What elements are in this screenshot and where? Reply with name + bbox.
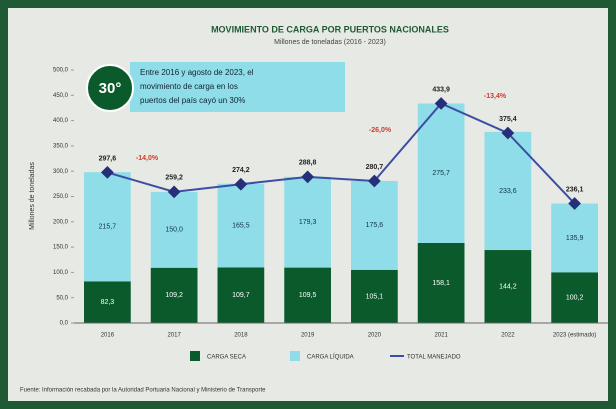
y-tick-label: 250,0 (53, 194, 69, 200)
bar-segment (150, 191, 198, 268)
line-label: 259,2 (165, 175, 183, 182)
bar-segment (84, 172, 131, 282)
y-tick-label: 150,0 (53, 245, 69, 251)
line-marker (501, 126, 515, 140)
legend-label: TOTAL MANEJADO (407, 355, 461, 361)
x-tick-label: 2016 (101, 333, 115, 339)
line-label: 280,7 (366, 164, 384, 171)
y-tick-label: 500,0 (53, 68, 69, 74)
callout-text: puertos del país cayó un 30% (140, 96, 245, 105)
line-marker (301, 170, 314, 184)
bar-segment (551, 272, 598, 323)
callout-badge-circle (86, 64, 134, 112)
data-label: 275,7 (432, 170, 450, 177)
y-tick-label: 100,0 (53, 270, 69, 276)
x-tick-label: 2022 (501, 333, 515, 339)
x-tick-label: 2018 (234, 333, 248, 339)
data-label: 175,6 (366, 222, 384, 229)
x-tick-label: 2019 (301, 333, 315, 339)
data-label: 215,7 (99, 224, 117, 231)
line-label: 236,1 (566, 186, 584, 193)
bar-segment (417, 243, 465, 323)
y-tick-label: 50,0 (56, 295, 68, 301)
bar-segment (551, 203, 598, 273)
bar-segment (217, 183, 265, 268)
chart-subtitle: Millones de toneladas (2016 - 2023) (274, 39, 386, 46)
bar-segment (217, 267, 265, 323)
change-annotation: -13,4% (484, 93, 507, 100)
y-axis-label: Millones de toneladas (29, 162, 36, 230)
data-label: 158,1 (432, 280, 450, 287)
chart-title: MOVIMIENTO DE CARGA POR PUERTOS NACIONAL… (211, 24, 449, 34)
y-tick-label: 0,0 (60, 321, 69, 327)
source: Fuente: Información recabada por la Auto… (20, 388, 266, 394)
y-tick-label: 400,0 (53, 118, 69, 124)
data-label: 82,3 (101, 299, 115, 306)
line-marker (234, 177, 248, 191)
bar-segment (351, 269, 398, 323)
line-marker (167, 185, 181, 199)
data-label: 179,3 (299, 219, 317, 226)
change-annotation: -14,0% (136, 155, 159, 162)
data-label: 109,5 (299, 292, 317, 299)
y-tick-label: 300,0 (53, 169, 69, 175)
line-label: 297,6 (99, 155, 117, 162)
data-label: 233,6 (499, 188, 517, 195)
data-label: 100,2 (566, 294, 584, 301)
line-label: 288,8 (299, 160, 317, 167)
callout-box (130, 62, 345, 112)
x-tick-label: 2017 (167, 333, 181, 339)
bar-segment (484, 131, 532, 251)
data-label: 144,2 (499, 283, 517, 290)
bar-segment (284, 267, 331, 323)
line-label: 375,4 (499, 116, 517, 123)
callout-badge: 30° (99, 80, 122, 97)
bar-segment (351, 180, 398, 270)
change-annotation: -26,0% (369, 127, 392, 134)
callout-text: Entre 2016 y agosto de 2023, el (140, 68, 254, 77)
data-label: 165,5 (232, 222, 250, 229)
line-label: 274,2 (232, 167, 250, 174)
data-label: 109,2 (165, 292, 183, 299)
total-line (107, 102, 576, 205)
x-tick-label: 2023 (estimado) (553, 333, 596, 339)
x-tick-label: 2021 (434, 333, 448, 339)
y-tick-label: 450,0 (53, 93, 69, 99)
data-label: 150,0 (165, 227, 183, 234)
line-marker (101, 166, 114, 179)
x-tick-label: 2020 (368, 333, 382, 339)
data-label: 109,7 (232, 292, 250, 299)
legend-swatch (190, 351, 200, 361)
bar-segment (284, 176, 331, 268)
callout-text: movimiento de carga en los (140, 82, 238, 91)
line-marker (368, 174, 381, 188)
y-tick-label: 200,0 (53, 219, 69, 225)
bar-segment (417, 103, 465, 244)
bar-segment (150, 267, 198, 323)
legend-swatch (290, 351, 300, 361)
line-marker (434, 97, 448, 110)
line-label: 433,9 (432, 86, 450, 93)
data-label: 105,1 (366, 293, 384, 300)
y-tick-label: 350,0 (53, 143, 69, 149)
bar-segment (484, 250, 532, 323)
bar-segment (84, 281, 131, 323)
legend-label: CARGA SECA (207, 355, 246, 361)
legend-label: CARGA LÍQUIDA (307, 354, 354, 361)
data-label: 135,9 (566, 235, 584, 242)
